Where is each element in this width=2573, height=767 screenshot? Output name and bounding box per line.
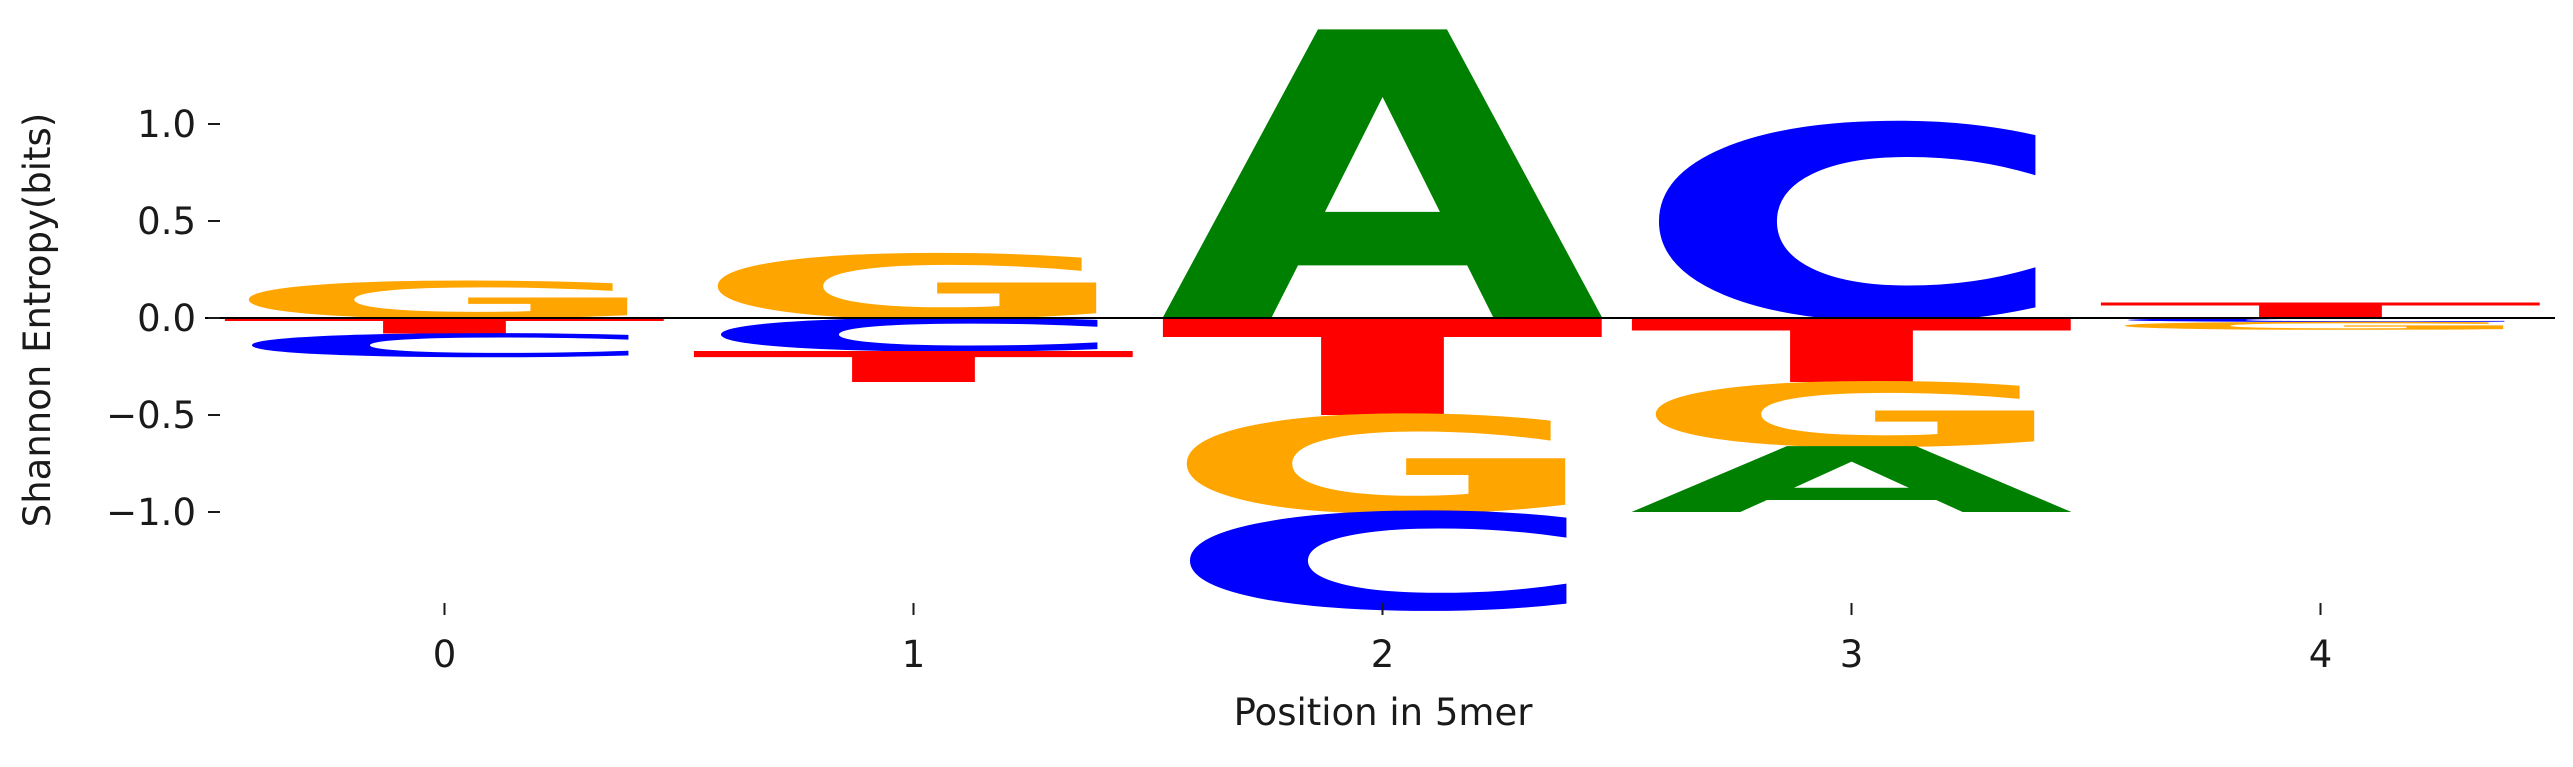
logo-letter-A-pos2: A xyxy=(1160,0,1610,412)
logo-letter-G-pos4: G xyxy=(2098,320,2543,332)
y-tick-label: 1.0 xyxy=(137,103,196,146)
logo-letter-G-pos2: G xyxy=(1160,389,1605,544)
y-axis: 1.0 0.5 0.0 −0.5 −1.0 xyxy=(106,103,220,534)
x-axis-label: Position in 5mer xyxy=(1234,691,1534,734)
y-axis-label: Shannon Entropy(bits) xyxy=(16,113,59,528)
logo-letter-C-pos3: C xyxy=(1629,71,2075,381)
x-axis: 0 1 2 3 4 xyxy=(433,603,2333,676)
logo-letter-C-pos0: C xyxy=(222,327,668,364)
logo-letter-C-pos4: C xyxy=(2098,317,2544,323)
logo-letter-G-pos1: G xyxy=(691,237,1136,339)
y-tick-label: −1.0 xyxy=(106,491,196,534)
y-tick-label: −0.5 xyxy=(106,394,196,437)
x-tick-label: 4 xyxy=(2309,633,2333,676)
y-tick-label: 0.0 xyxy=(137,297,196,340)
logo-letter-A-pos3: A xyxy=(1629,428,2079,533)
logo-letter-G-pos0: G xyxy=(222,271,667,330)
logo-letter-G-pos3: G xyxy=(1629,365,2074,467)
x-tick-label: 0 xyxy=(433,633,457,676)
logo-letter-C-pos2: C xyxy=(1160,486,1606,641)
y-tick-label: 0.5 xyxy=(137,200,196,243)
logo-letter-T-pos1: T xyxy=(691,343,1140,393)
x-tick-label: 2 xyxy=(1371,633,1395,676)
x-tick-label: 3 xyxy=(1840,633,1864,676)
x-tick-label: 1 xyxy=(902,633,926,676)
